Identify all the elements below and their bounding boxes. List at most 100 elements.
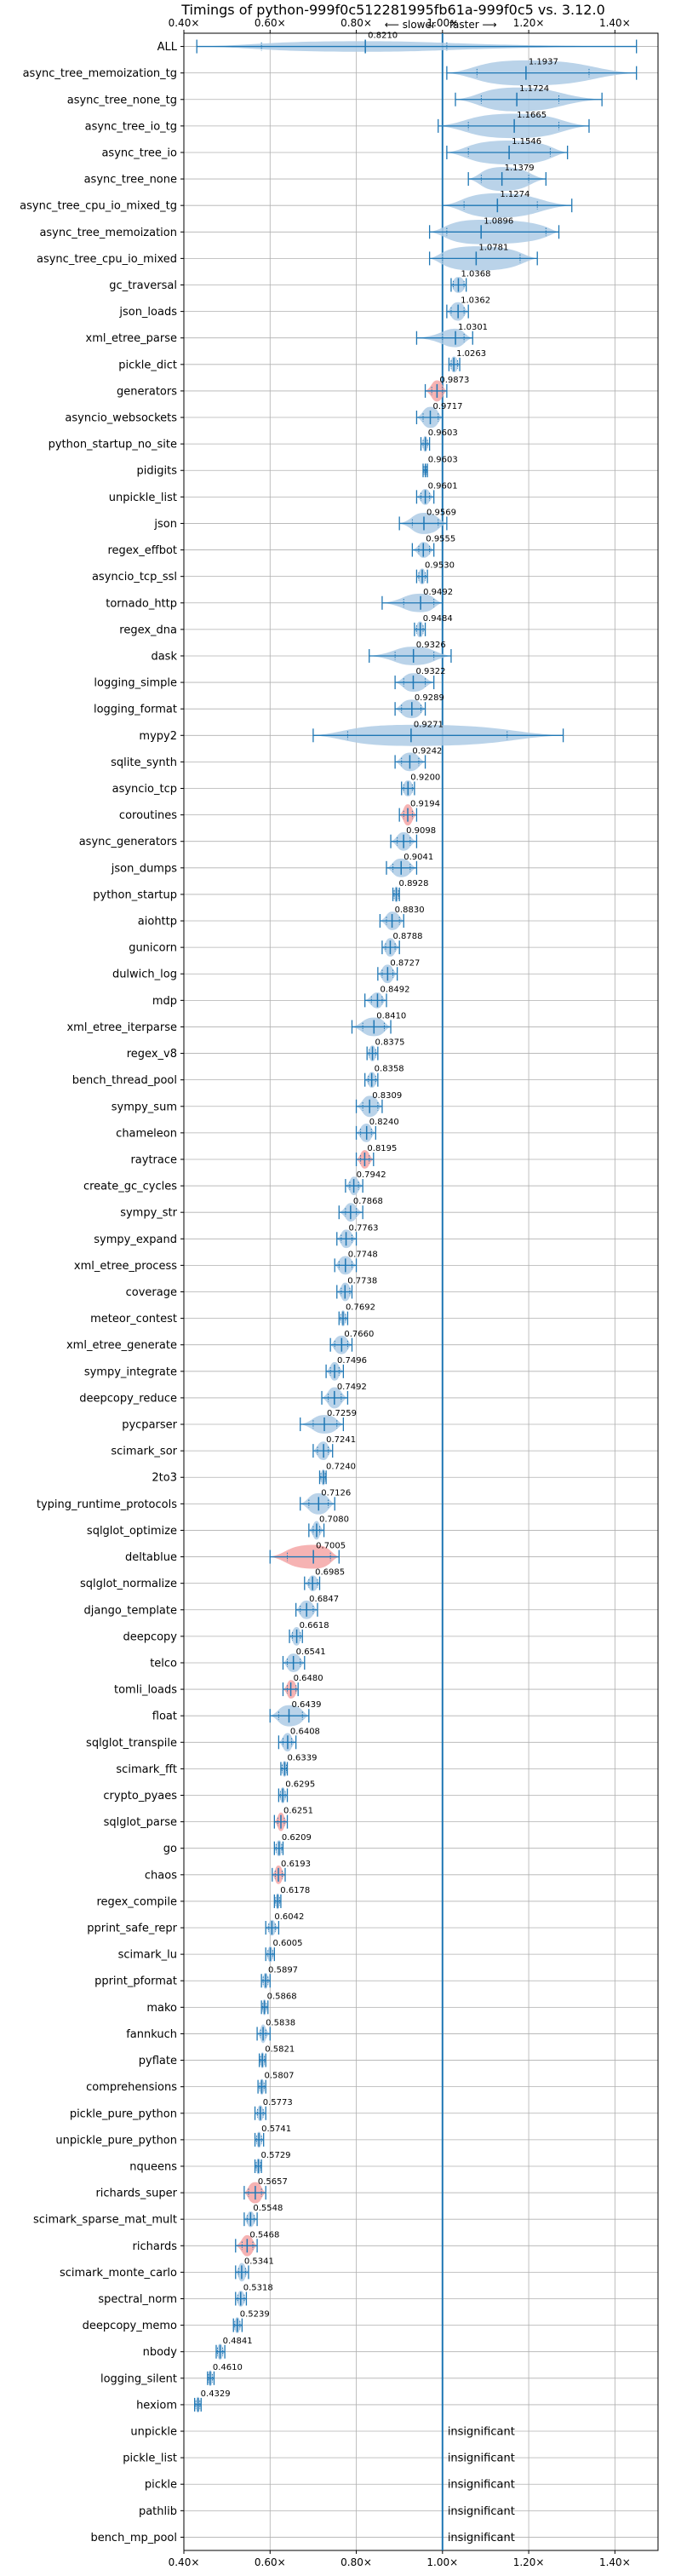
y-tick-label: pprint_safe_repr bbox=[87, 1923, 177, 1935]
y-tick-label: async_tree_io_tg bbox=[85, 120, 177, 133]
value-label: 0.9041 bbox=[403, 853, 433, 862]
value-label: 0.6042 bbox=[274, 1912, 304, 1922]
value-label: 0.6295 bbox=[285, 1780, 315, 1790]
value-label: 0.5468 bbox=[249, 2230, 279, 2240]
y-tick-label: django_template bbox=[84, 1604, 177, 1617]
value-label: 0.5657 bbox=[258, 2177, 288, 2187]
value-label: 0.7240 bbox=[326, 1462, 356, 1471]
y-tick-label: dask bbox=[151, 650, 177, 663]
value-label: 0.6339 bbox=[287, 1753, 317, 1762]
y-tick-label: 2to3 bbox=[152, 1472, 177, 1485]
y-tick-label: unpickle_pure_python bbox=[55, 2134, 177, 2147]
y-tick-label: go bbox=[163, 1843, 177, 1855]
value-label: 0.8195 bbox=[367, 1144, 397, 1153]
x-tick-label-bottom: 1.00× bbox=[426, 2556, 458, 2568]
y-tick-label: json bbox=[153, 518, 177, 531]
y-tick-label: pyflate bbox=[139, 2055, 177, 2067]
value-label: 0.7492 bbox=[337, 1383, 367, 1392]
y-tick-label: scimark_fft bbox=[116, 1763, 177, 1776]
x-tick-label-bottom: 1.20× bbox=[513, 2556, 545, 2568]
value-label: 0.6178 bbox=[280, 1886, 310, 1895]
y-tick-label: tornado_http bbox=[106, 597, 177, 610]
value-label: 0.7080 bbox=[319, 1515, 349, 1524]
y-tick-label: unpickle_list bbox=[109, 492, 177, 504]
insignificant-label: insignificant bbox=[448, 2426, 515, 2439]
y-tick-label: deepcopy bbox=[123, 1630, 177, 1643]
insignificant-label: insignificant bbox=[448, 2479, 515, 2492]
y-tick-label: sympy_str bbox=[120, 1207, 177, 1220]
y-tick-label: tomli_loads bbox=[114, 1684, 177, 1697]
value-label: 0.8358 bbox=[375, 1065, 404, 1074]
value-label: 0.5807 bbox=[264, 2072, 294, 2081]
value-label: 0.5773 bbox=[263, 2098, 293, 2107]
value-label: 0.6618 bbox=[300, 1621, 329, 1630]
value-label: 1.1665 bbox=[517, 111, 547, 120]
value-label: 0.6480 bbox=[294, 1674, 323, 1683]
y-tick-label: xml_etree_parse bbox=[86, 332, 177, 345]
y-tick-label: crypto_pyaes bbox=[103, 1790, 177, 1803]
y-tick-label: generators bbox=[117, 385, 177, 398]
y-tick-label: deepcopy_reduce bbox=[79, 1392, 177, 1405]
value-label: 0.9271 bbox=[414, 720, 444, 729]
value-label: 1.1724 bbox=[519, 84, 549, 94]
value-label: 0.5821 bbox=[265, 2045, 295, 2055]
x-tick-label-top: 0.60× bbox=[255, 17, 286, 29]
value-label: 0.6251 bbox=[283, 1807, 313, 1816]
value-label: 0.5318 bbox=[243, 2284, 273, 2293]
x-tick-label-top: 1.20× bbox=[513, 17, 545, 29]
value-label: 1.1274 bbox=[500, 190, 529, 199]
value-label: 0.9492 bbox=[423, 588, 453, 597]
y-tick-label: logging_format bbox=[94, 704, 177, 716]
y-tick-label: sympy_integrate bbox=[84, 1366, 177, 1378]
y-tick-label: deepcopy_memo bbox=[83, 2320, 177, 2332]
value-label: 0.5897 bbox=[268, 1965, 298, 1975]
value-label: 0.5341 bbox=[244, 2257, 274, 2266]
x-tick-label-top: 0.80× bbox=[340, 17, 372, 29]
y-tick-label: richards_super bbox=[95, 2188, 177, 2200]
value-label: 1.0301 bbox=[458, 323, 488, 332]
insignificant-label: insignificant bbox=[448, 2532, 515, 2544]
value-label: 0.6209 bbox=[282, 1833, 312, 1843]
value-label: 0.7126 bbox=[321, 1488, 351, 1498]
value-label: 0.8830 bbox=[395, 906, 425, 915]
y-tick-label: async_generators bbox=[79, 836, 178, 848]
value-label: 0.5239 bbox=[240, 2310, 270, 2320]
chart-title: Timings of python-999f0c512281995fb61a-9… bbox=[180, 2, 605, 18]
y-tick-label: gunicorn bbox=[129, 942, 177, 955]
y-tick-label: async_tree_none bbox=[84, 174, 177, 187]
value-label: 1.0368 bbox=[461, 270, 490, 279]
y-tick-label: chaos bbox=[145, 1869, 177, 1882]
y-tick-label: hexiom bbox=[136, 2399, 177, 2412]
y-tick-label: sqlglot_optimize bbox=[87, 1525, 177, 1538]
y-tick-label: mako bbox=[146, 2002, 177, 2015]
value-label: 0.7738 bbox=[347, 1277, 377, 1286]
y-tick-label: deltablue bbox=[125, 1551, 177, 1564]
value-label: 0.7259 bbox=[327, 1409, 357, 1418]
value-label: 0.9603 bbox=[428, 428, 458, 438]
value-label: 0.9289 bbox=[415, 693, 444, 703]
y-tick-label: scimark_sparse_mat_mult bbox=[33, 2214, 177, 2227]
value-label: 0.9603 bbox=[428, 455, 458, 464]
y-tick-label: comprehensions bbox=[86, 2081, 177, 2094]
value-label: 0.6847 bbox=[309, 1595, 339, 1604]
y-tick-label: telco bbox=[150, 1657, 177, 1670]
value-label: 0.7868 bbox=[353, 1197, 383, 1206]
y-tick-label: python_startup bbox=[93, 888, 177, 901]
y-tick-label: pycparser bbox=[122, 1419, 177, 1432]
x-tick-label-bottom: 0.60× bbox=[255, 2556, 286, 2568]
y-tick-label: json_dumps bbox=[111, 862, 177, 875]
y-tick-label: mypy2 bbox=[139, 730, 177, 743]
y-tick-label: async_tree_io bbox=[101, 147, 177, 159]
y-tick-label: typing_runtime_protocols bbox=[37, 1498, 177, 1511]
y-tick-label: sqlite_synth bbox=[111, 756, 177, 769]
value-label: 1.0362 bbox=[461, 296, 490, 306]
value-label: 0.9569 bbox=[426, 508, 456, 517]
y-tick-label: logging_simple bbox=[94, 677, 177, 690]
value-label: 0.9530 bbox=[425, 561, 455, 571]
y-tick-label: fannkuch bbox=[126, 2028, 177, 2041]
y-tick-label: sqlglot_parse bbox=[104, 1816, 177, 1829]
value-label: 0.4610 bbox=[213, 2363, 243, 2372]
y-tick-label: async_tree_cpu_io_mixed_tg bbox=[20, 200, 177, 213]
y-tick-label: xml_etree_process bbox=[74, 1260, 177, 1273]
x-tick-label-bottom: 0.40× bbox=[169, 2556, 200, 2568]
